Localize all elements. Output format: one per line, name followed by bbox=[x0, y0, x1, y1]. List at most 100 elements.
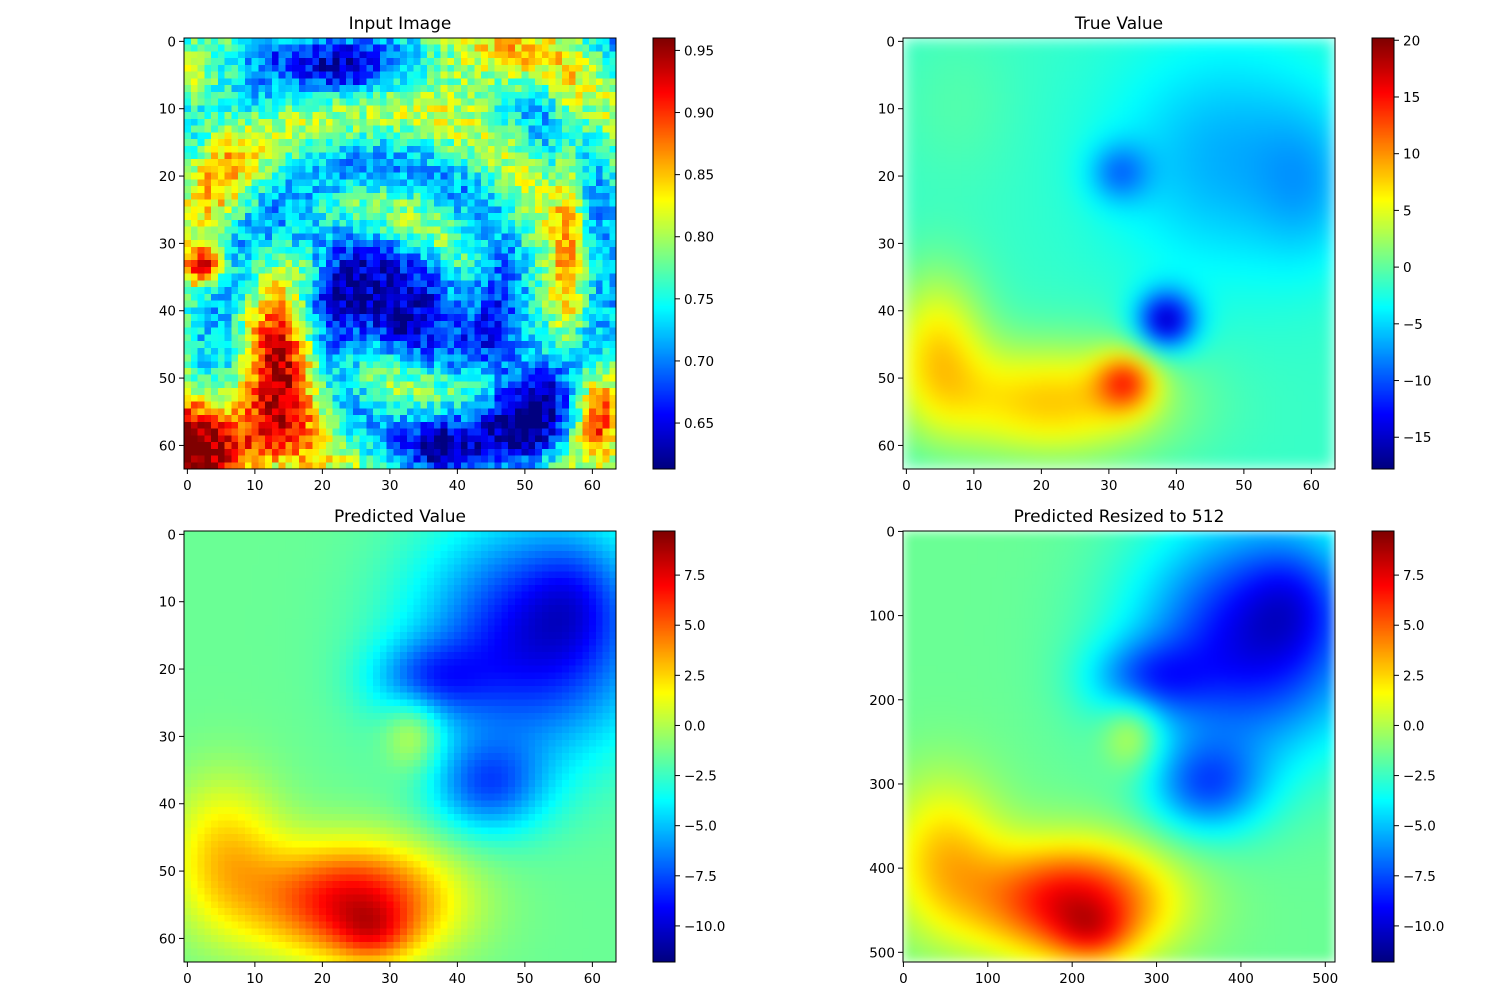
axes-frame bbox=[902, 530, 1336, 963]
x-tick-label: 500 bbox=[1312, 971, 1338, 987]
x-tick-label: 60 bbox=[584, 478, 601, 494]
x-tick-label: 60 bbox=[584, 971, 601, 987]
subplot-3: Predicted Value 0 10 20 30 40 50 60 0 10 20 30 40 50 6… bbox=[159, 507, 726, 987]
heatmap-image bbox=[184, 38, 616, 469]
x-tick-label: 40 bbox=[1168, 478, 1185, 494]
colorbar-tick-label: 0.65 bbox=[684, 416, 714, 432]
colorbar-frame bbox=[652, 37, 676, 470]
colorbar-tick-label: 15 bbox=[1403, 90, 1420, 106]
x-tick-label: 400 bbox=[1228, 971, 1254, 987]
x-tick-label: 0 bbox=[183, 971, 192, 987]
y-tick-label: 20 bbox=[878, 169, 895, 185]
colorbar-tick-label: 5 bbox=[1403, 203, 1412, 219]
subplot-title: Input Image bbox=[349, 14, 452, 34]
heatmap-image bbox=[903, 531, 1335, 962]
x-tick-label: 50 bbox=[1235, 478, 1252, 494]
subplot-4: Predicted Resized to 512 0 100 200 300 400 500… bbox=[869, 507, 1444, 987]
colorbar-tick-label: −2.5 bbox=[684, 769, 717, 785]
y-tick-label: 10 bbox=[878, 102, 895, 118]
colorbar-tick-label: 7.5 bbox=[1403, 568, 1424, 584]
y-tick-label: 10 bbox=[159, 102, 176, 118]
y-tick-label: 60 bbox=[878, 438, 895, 454]
colorbar-tick-label: 0 bbox=[1403, 260, 1412, 276]
y-tick-label: 50 bbox=[159, 864, 176, 880]
x-tick-label: 0 bbox=[902, 478, 911, 494]
colorbar-tick-label: −5.0 bbox=[1403, 819, 1436, 835]
y-tick-label: 50 bbox=[159, 371, 176, 387]
colorbar-gradient bbox=[1372, 38, 1394, 469]
axes-frame bbox=[902, 37, 1336, 470]
x-tick-label: 40 bbox=[449, 478, 466, 494]
x-tick-label: 50 bbox=[516, 478, 533, 494]
y-tick-label: 30 bbox=[159, 729, 176, 745]
colorbar-tick-label: −10.0 bbox=[1403, 919, 1444, 935]
y-tick-label: 300 bbox=[869, 777, 895, 793]
y-tick-label: 10 bbox=[159, 595, 176, 611]
colorbar-tick-label: −15 bbox=[1403, 430, 1432, 446]
axes-frame bbox=[183, 37, 617, 470]
x-tick-label: 0 bbox=[183, 478, 192, 494]
y-tick-label: 400 bbox=[869, 861, 895, 877]
y-tick-label: 50 bbox=[878, 371, 895, 387]
y-tick-label: 500 bbox=[869, 945, 895, 961]
y-tick-label: 40 bbox=[159, 797, 176, 813]
colorbar-frame bbox=[1371, 530, 1395, 963]
colorbar-tick-label: 5.0 bbox=[1403, 618, 1424, 634]
colorbar-tick-label: 7.5 bbox=[684, 568, 705, 584]
y-tick-label: 20 bbox=[159, 662, 176, 678]
colorbar-tick-label: 2.5 bbox=[1403, 668, 1424, 684]
y-tick-label: 60 bbox=[159, 931, 176, 947]
y-tick-label: 40 bbox=[159, 304, 176, 320]
colorbar-tick-label: 0.95 bbox=[684, 43, 714, 59]
heatmap-image bbox=[903, 38, 1335, 469]
colorbar-tick-label: 0.90 bbox=[684, 106, 714, 122]
colorbar-tick-label: 0.0 bbox=[684, 718, 705, 734]
colorbar-tick-label: −7.5 bbox=[684, 869, 717, 885]
y-tick-label: 0 bbox=[886, 524, 895, 540]
y-tick-label: 100 bbox=[869, 609, 895, 625]
colorbar-gradient bbox=[653, 38, 675, 469]
colorbar-tick-label: −10.0 bbox=[684, 919, 725, 935]
y-tick-label: 0 bbox=[167, 34, 176, 50]
x-tick-label: 40 bbox=[449, 971, 466, 987]
y-tick-label: 30 bbox=[878, 236, 895, 252]
x-tick-label: 30 bbox=[381, 478, 398, 494]
y-tick-label: 30 bbox=[159, 236, 176, 252]
subplot-1: Input Image 0 10 20 30 40 50 60 0 10 20 30 40 50 60 0.6… bbox=[159, 14, 714, 494]
x-tick-label: 10 bbox=[246, 971, 263, 987]
x-tick-label: 50 bbox=[516, 971, 533, 987]
colorbar-gradient bbox=[1372, 531, 1394, 962]
y-tick-label: 40 bbox=[878, 304, 895, 320]
y-tick-label: 60 bbox=[159, 438, 176, 454]
x-tick-label: 10 bbox=[246, 478, 263, 494]
colorbar-tick-label: 2.5 bbox=[684, 668, 705, 684]
colorbar-tick-label: −2.5 bbox=[1403, 769, 1436, 785]
subplot-title: Predicted Resized to 512 bbox=[1014, 507, 1225, 527]
colorbar-gradient bbox=[653, 531, 675, 962]
x-tick-label: 100 bbox=[975, 971, 1001, 987]
x-tick-label: 20 bbox=[314, 478, 331, 494]
colorbar-frame bbox=[652, 530, 676, 963]
x-tick-label: 200 bbox=[1059, 971, 1085, 987]
y-tick-label: 200 bbox=[869, 693, 895, 709]
y-tick-label: 0 bbox=[167, 527, 176, 543]
subplot-title: True Value bbox=[1074, 14, 1163, 34]
x-tick-label: 30 bbox=[1100, 478, 1117, 494]
subplot-title: Predicted Value bbox=[334, 507, 466, 527]
colorbar-tick-label: 0.70 bbox=[684, 354, 714, 370]
y-tick-label: 20 bbox=[159, 169, 176, 185]
colorbar-tick-label: 0.80 bbox=[684, 230, 714, 246]
x-tick-label: 30 bbox=[381, 971, 398, 987]
colorbar-frame bbox=[1371, 37, 1395, 470]
x-tick-label: 300 bbox=[1144, 971, 1170, 987]
colorbar-tick-label: −5 bbox=[1403, 317, 1423, 333]
heatmap-image bbox=[184, 531, 616, 962]
x-tick-label: 0 bbox=[899, 971, 908, 987]
x-tick-label: 10 bbox=[965, 478, 982, 494]
colorbar-tick-label: 0.0 bbox=[1403, 718, 1424, 734]
x-tick-label: 20 bbox=[314, 971, 331, 987]
colorbar-tick-label: 5.0 bbox=[684, 618, 705, 634]
x-tick-label: 20 bbox=[1033, 478, 1050, 494]
